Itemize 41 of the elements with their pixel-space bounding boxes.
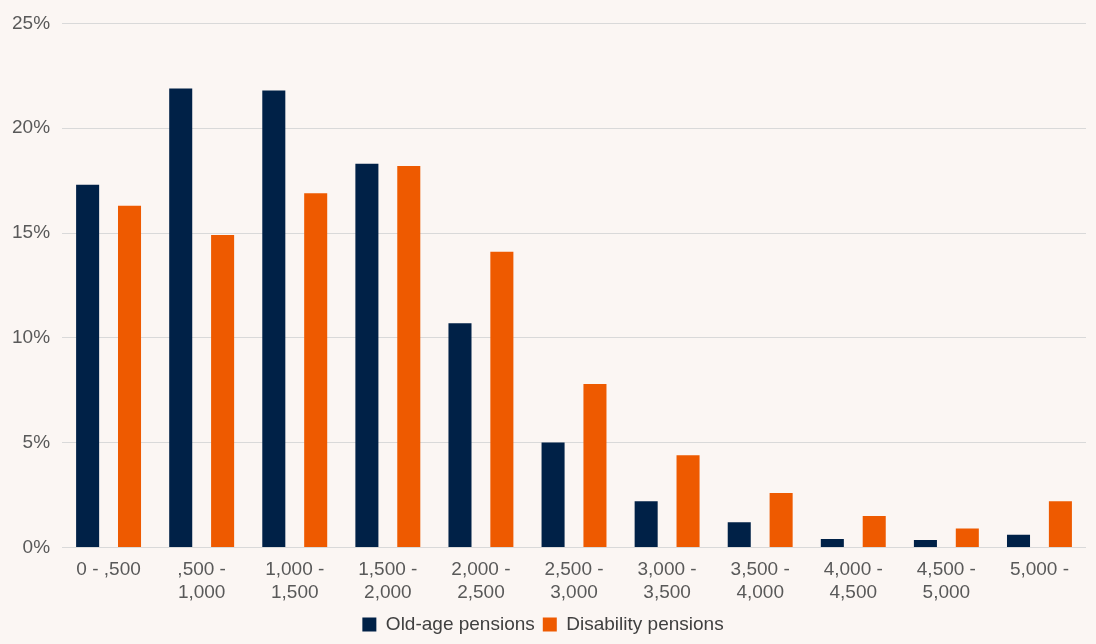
bar — [169, 88, 193, 547]
bar — [541, 442, 565, 547]
x-tick-label: 2,500 - 3,000 — [544, 558, 604, 602]
bar — [676, 455, 700, 547]
x-tick-label: 0 - ,500 — [76, 558, 141, 580]
y-tick-label: 15% — [12, 221, 51, 243]
y-tick-label: 25% — [12, 11, 51, 33]
bar — [769, 492, 793, 547]
y-tick-label: 0% — [22, 535, 51, 557]
bar — [490, 251, 514, 547]
bar — [820, 539, 844, 547]
y-tick-label: 10% — [12, 326, 51, 348]
bar — [727, 522, 751, 547]
x-tick-label: 2,000 - 2,500 — [451, 558, 511, 602]
y-tick-label: 5% — [22, 430, 51, 452]
x-tick-label: 4,000 - 4,500 — [823, 558, 883, 602]
x-tick-label: 3,000 - 3,500 — [637, 558, 697, 602]
bar — [118, 205, 142, 547]
x-tick-label: ,500 - 1,000 — [177, 558, 226, 602]
x-tick-label: 4,500 - 5,000 — [916, 558, 976, 602]
bar — [211, 235, 235, 547]
x-tick-label: 1,000 - 1,500 — [265, 558, 325, 602]
legend-label: Disability pensions — [566, 612, 724, 634]
bar — [862, 515, 886, 547]
bar — [355, 163, 379, 547]
bar — [583, 383, 607, 547]
bar — [262, 90, 286, 547]
bar — [913, 540, 937, 547]
x-tick-label: 5,000 - — [1009, 558, 1070, 580]
bar — [1048, 501, 1072, 547]
legend-label: Old-age pensions — [385, 612, 535, 634]
bar — [634, 501, 658, 547]
bar — [955, 528, 979, 547]
bar — [1006, 534, 1031, 547]
bar — [448, 323, 472, 547]
y-tick-label: 20% — [12, 116, 51, 138]
x-tick-label: 3,500 - 4,000 — [730, 558, 790, 602]
bar — [76, 184, 100, 547]
x-tick-label: 1,500 - 2,000 — [358, 558, 418, 602]
bar — [397, 165, 421, 547]
bar — [304, 193, 328, 547]
